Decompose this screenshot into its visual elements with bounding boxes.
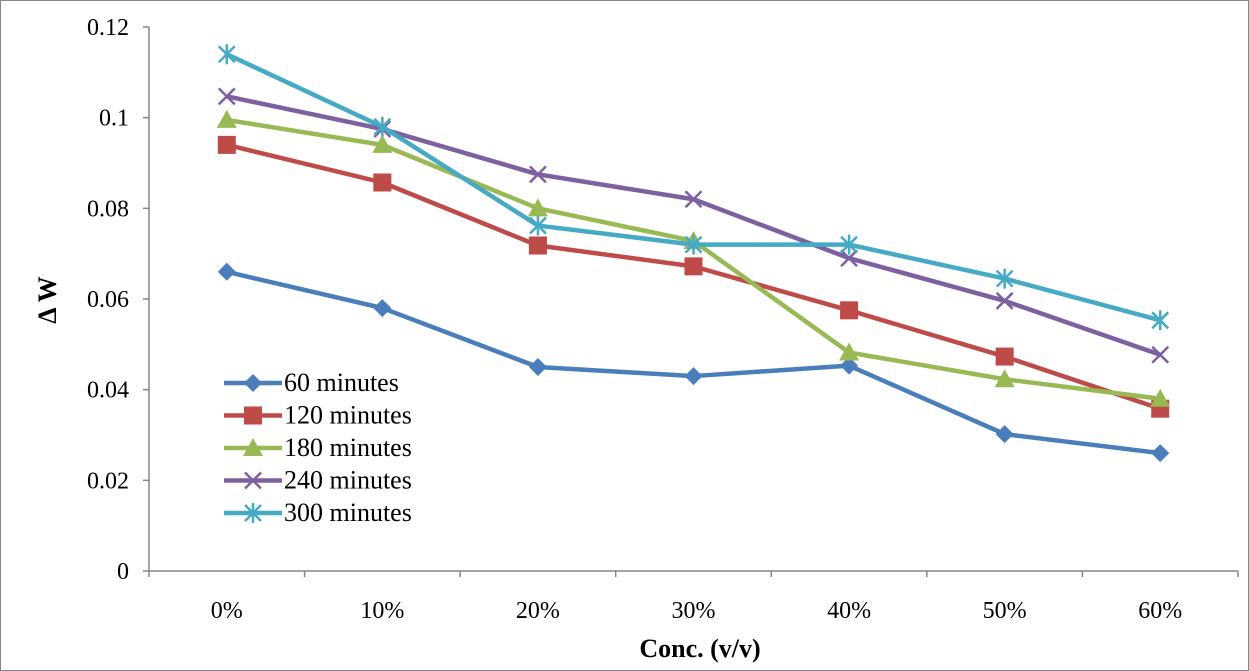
series-300-minutes [217, 44, 1170, 331]
legend-item: 60 minutes [224, 368, 399, 397]
series-layer [216, 44, 1171, 463]
legend-marker [244, 406, 262, 425]
data-point [840, 356, 859, 375]
data-point [1151, 345, 1170, 364]
x-tick-label: 60% [1138, 598, 1182, 624]
legend-item: 180 minutes [224, 433, 412, 462]
legend-marker [244, 503, 262, 523]
legend-item: 120 minutes [224, 401, 412, 430]
legend-marker [244, 471, 262, 490]
data-point [1151, 444, 1170, 463]
legend-label: 60 minutes [284, 368, 399, 397]
data-point [217, 44, 236, 65]
x-tick-label: 30% [672, 598, 716, 624]
y-tick-label: 0.06 [87, 287, 129, 313]
y-tick-label: 0.12 [87, 15, 129, 41]
legend-label: 180 minutes [284, 433, 412, 462]
y-tick-label: 0.1 [99, 106, 129, 132]
data-point [684, 367, 703, 386]
y-tick-label: 0.08 [87, 196, 129, 222]
data-point [840, 301, 859, 320]
y-axis-ticks: 0 0.02 0.04 0.06 0.08 0.1 0.12 [87, 15, 149, 585]
legend-item: 240 minutes [224, 466, 412, 495]
data-point [527, 198, 548, 217]
data-point [684, 190, 703, 209]
data-point [840, 249, 858, 268]
x-tick-label: 40% [827, 598, 871, 624]
legend-label: 240 minutes [284, 466, 412, 495]
data-point [994, 369, 1015, 388]
x-axis-title: Conc. (v/v) [639, 634, 760, 663]
data-point [373, 116, 392, 137]
legend: 60 minutes 120 minutes 180 minutes 240 minu… [224, 368, 412, 527]
series-60-minutes [217, 262, 1170, 463]
legend-marker [244, 374, 262, 392]
data-point [1150, 388, 1171, 407]
data-point [839, 342, 860, 361]
data-point [995, 425, 1014, 444]
x-axis-ticks: 0% 10% 20% 30% 40% 50% 60% [148, 571, 1239, 624]
data-point [217, 87, 236, 106]
y-tick-label: 0.04 [87, 378, 129, 404]
data-point [995, 268, 1014, 289]
data-point [217, 262, 236, 281]
data-point [995, 291, 1014, 310]
x-tick-label: 20% [516, 598, 560, 624]
x-tick-label: 50% [983, 598, 1027, 624]
x-tick-label: 0% [211, 598, 243, 624]
data-point [217, 135, 236, 154]
data-point [528, 358, 547, 376]
data-point [995, 347, 1014, 366]
data-point [684, 257, 703, 276]
legend-item: 300 minutes [224, 498, 412, 527]
legend-label: 300 minutes [284, 498, 412, 527]
data-point [684, 234, 703, 255]
series-240-minutes [217, 87, 1170, 364]
x-tick-label: 10% [360, 598, 404, 624]
data-point [1151, 310, 1170, 331]
legend-marker [243, 438, 263, 456]
series-line [226, 94, 1161, 357]
data-point [529, 165, 547, 184]
data-point [528, 236, 547, 255]
y-tick-label: 0 [117, 559, 129, 585]
series-line [225, 52, 1161, 323]
data-point [840, 234, 858, 255]
data-point [373, 173, 392, 192]
data-point [372, 134, 393, 153]
y-axis-title: Δ W [33, 276, 62, 323]
data-point [216, 109, 237, 128]
legend-label: 120 minutes [284, 401, 412, 430]
y-tick-label: 0.02 [87, 468, 129, 494]
data-point [529, 215, 547, 236]
data-point [373, 299, 392, 318]
